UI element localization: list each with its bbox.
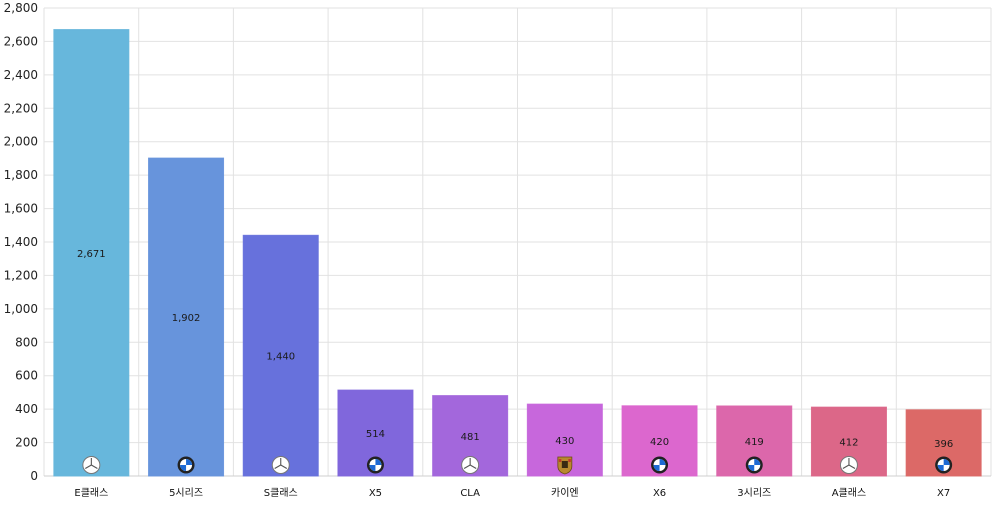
mercedes-logo-icon: [461, 456, 480, 474]
y-tick-label: 1,400: [4, 235, 38, 249]
porsche-logo-icon: [557, 456, 573, 475]
bar-value-label: 396: [934, 439, 953, 450]
x-tick-label: CLA: [460, 488, 480, 499]
bmw-logo-icon: [935, 456, 953, 474]
bar[interactable]: [53, 29, 130, 477]
y-axis: 0 200 400 600 800 1,000 1,200 1,400 1,600 1,800 2,…: [4, 1, 38, 483]
bar-value-label: 481: [461, 432, 480, 443]
y-tick-label: 2,800: [4, 1, 38, 15]
y-tick-label: 0: [30, 469, 38, 483]
x-tick-label: S클래스: [264, 487, 298, 499]
bar-value-label: 412: [839, 438, 858, 449]
bar-value-labels: 2,671 1,902 1,440 514 481 430 420 419 412 396: [77, 249, 953, 450]
bar-value-label: 419: [745, 437, 764, 448]
bmw-logo-icon: [745, 456, 763, 474]
y-tick-label: 1,600: [4, 202, 38, 216]
x-tick-label: A클래스: [832, 487, 866, 499]
mercedes-logo-icon: [271, 456, 290, 474]
x-tick-label: E클래스: [74, 487, 108, 499]
bar[interactable]: [148, 157, 225, 477]
mercedes-logo-icon: [82, 456, 101, 474]
x-tick-label: X5: [369, 488, 382, 499]
bar-value-label: 420: [650, 437, 669, 448]
bar-value-label: 1,902: [172, 313, 201, 324]
mercedes-logo-icon: [839, 456, 858, 474]
bmw-logo-icon: [366, 456, 384, 474]
y-tick-label: 2,200: [4, 101, 38, 115]
y-tick-label: 2,000: [4, 135, 38, 149]
y-tick-label: 800: [15, 335, 38, 349]
x-tick-label: 카이엔: [551, 487, 579, 499]
y-tick-label: 200: [15, 436, 38, 450]
y-tick-label: 1,800: [4, 168, 38, 182]
bar-value-label: 1,440: [266, 352, 295, 363]
brand-icons: [82, 456, 953, 475]
bar-value-label: 2,671: [77, 249, 106, 260]
x-tick-label: X6: [653, 488, 666, 499]
y-tick-label: 1,200: [4, 268, 38, 282]
y-tick-label: 600: [15, 369, 38, 383]
bmw-logo-icon: [651, 456, 669, 474]
x-tick-label: 5시리즈: [169, 487, 203, 499]
y-tick-label: 2,400: [4, 68, 38, 82]
x-tick-label: 3시리즈: [737, 487, 771, 499]
y-tick-label: 400: [15, 402, 38, 416]
bar-value-label: 430: [555, 436, 574, 447]
bmw-logo-icon: [177, 456, 195, 474]
y-tick-label: 1,000: [4, 302, 38, 316]
y-tick-label: 2,600: [4, 34, 38, 48]
x-axis: E클래스 5시리즈 S클래스 X5 CLA 카이엔 X6 3시리즈 A클래스 X7: [74, 487, 950, 499]
bar-value-label: 514: [366, 429, 385, 440]
x-tick-label: X7: [937, 488, 950, 499]
bar[interactable]: [242, 234, 319, 477]
